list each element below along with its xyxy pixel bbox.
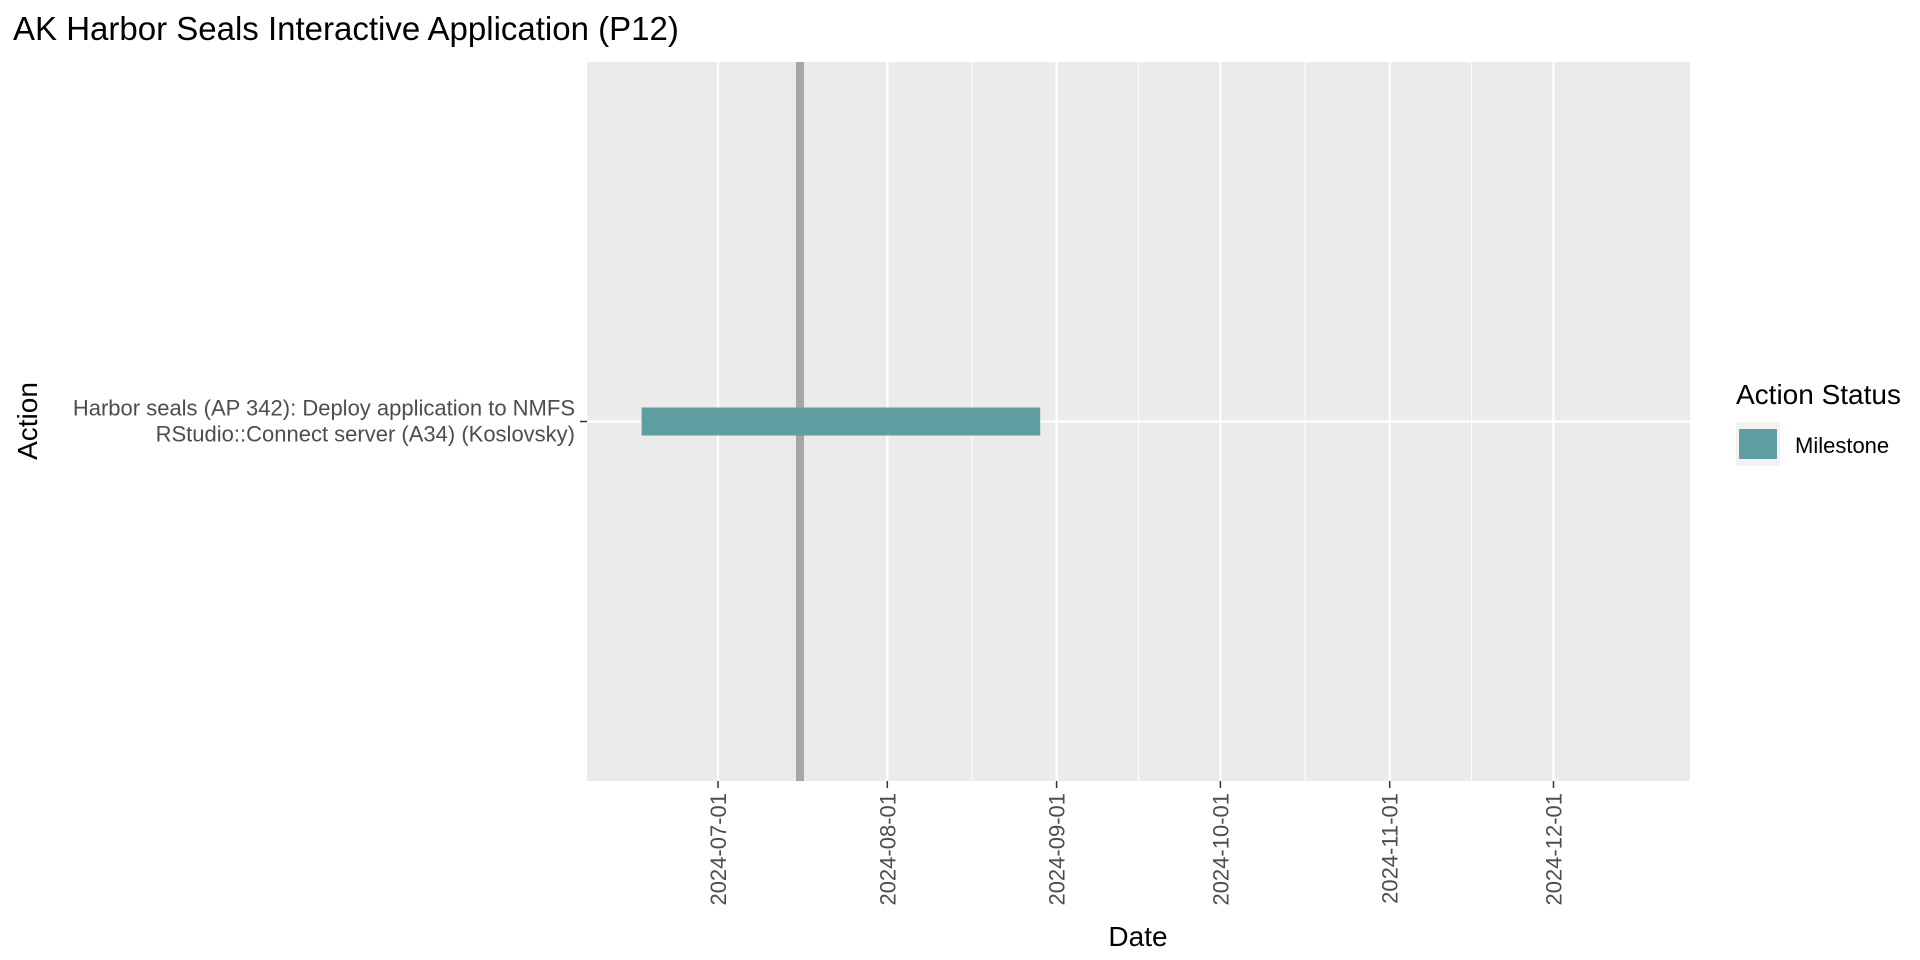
x-tick-label-1: 2024-08-01 [875, 793, 900, 906]
x-tick-label-2: 2024-09-01 [1045, 793, 1070, 906]
y-tick-label-0: Harbor seals (AP 342): Deploy applicatio… [73, 396, 575, 447]
bars [641, 407, 1041, 436]
x-axis: 2024-07-01 2024-08-01 2024-09-01 2024-10-01… [706, 781, 1566, 906]
legend-key-milestone [1739, 429, 1777, 459]
x-tick-label-5: 2024-12-01 [1541, 793, 1566, 906]
task-bar-0 [641, 407, 1041, 436]
x-tick-label-4: 2024-11-01 [1378, 793, 1403, 904]
x-tick-label-3: 2024-10-01 [1208, 793, 1233, 906]
legend-title: Action Status [1736, 379, 1901, 410]
x-axis-title: Date [1108, 921, 1167, 952]
x-tick-label-0: 2024-07-01 [706, 793, 731, 906]
y-axis: Harbor seals (AP 342): Deploy applicatio… [73, 396, 587, 447]
legend: Action Status Milestone [1736, 379, 1901, 466]
chart-title: AK Harbor Seals Interactive Application … [13, 10, 679, 47]
legend-label-milestone: Milestone [1795, 433, 1889, 458]
y-axis-title: Action [12, 382, 43, 460]
